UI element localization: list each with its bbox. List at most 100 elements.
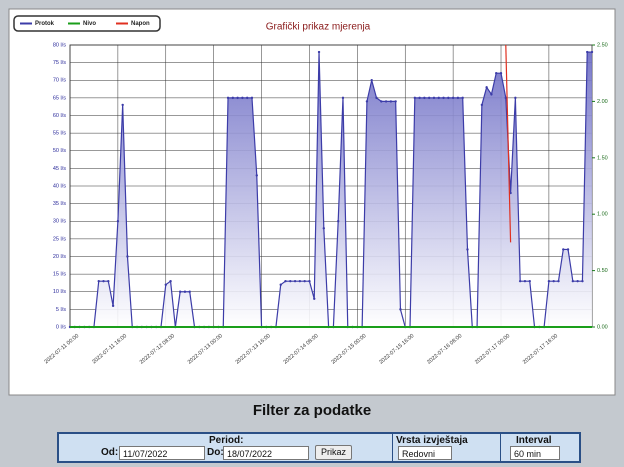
point bbox=[102, 279, 105, 283]
point bbox=[480, 103, 484, 107]
y2-tick-label: 2.00 bbox=[597, 99, 608, 105]
y-tick-label: 20 l/s bbox=[53, 254, 66, 260]
point bbox=[566, 248, 570, 251]
interval-cell: Interval 60 min bbox=[500, 434, 579, 461]
point bbox=[399, 308, 402, 311]
point bbox=[245, 96, 249, 100]
legend-label: Napon bbox=[131, 21, 150, 27]
point bbox=[322, 227, 326, 230]
filter-title: Filter za podatke bbox=[252, 402, 372, 419]
point bbox=[121, 103, 124, 107]
point bbox=[183, 290, 187, 293]
y-tick-label: 60 l/s bbox=[53, 113, 66, 119]
point bbox=[250, 96, 254, 100]
point bbox=[451, 96, 455, 100]
point bbox=[528, 279, 531, 283]
point bbox=[231, 96, 235, 100]
y-tick-label: 50 l/s bbox=[53, 148, 66, 154]
y2-tick-label: 1.50 bbox=[597, 155, 608, 161]
point bbox=[126, 255, 129, 258]
point bbox=[427, 96, 431, 100]
point bbox=[341, 96, 345, 100]
y-tick-label: 10 l/s bbox=[53, 289, 66, 295]
point bbox=[394, 100, 397, 103]
point bbox=[590, 50, 594, 54]
point bbox=[111, 304, 115, 308]
point bbox=[279, 283, 282, 286]
point bbox=[576, 279, 579, 283]
legend-label: Protok bbox=[35, 21, 55, 27]
y-tick-label: 5 l/s bbox=[56, 307, 66, 313]
point bbox=[571, 279, 575, 283]
chart: Grafički prikaz mjerenja 0 l/s 5 l/s 10 l/… bbox=[8, 8, 616, 396]
point bbox=[317, 50, 321, 54]
point bbox=[437, 96, 440, 100]
from-label: Od: bbox=[101, 447, 119, 458]
series-line bbox=[505, 44, 512, 243]
from-date[interactable]: 11/07/2022 bbox=[119, 446, 205, 460]
point bbox=[116, 220, 120, 223]
point bbox=[308, 279, 311, 283]
point bbox=[418, 96, 421, 100]
point bbox=[514, 96, 517, 100]
legend: Protok Nivo Napon bbox=[13, 15, 161, 32]
point bbox=[370, 79, 373, 82]
point bbox=[413, 96, 417, 100]
point bbox=[586, 50, 589, 54]
report-label: Vrsta izvještaja bbox=[396, 435, 468, 446]
point bbox=[236, 96, 239, 100]
point bbox=[461, 96, 464, 100]
show-button[interactable]: Prikaz bbox=[315, 445, 353, 460]
point bbox=[375, 96, 378, 100]
point bbox=[380, 100, 383, 103]
point bbox=[581, 279, 584, 283]
y-tick-label: 75 l/s bbox=[53, 60, 66, 66]
y-tick-label: 30 l/s bbox=[53, 219, 66, 225]
point bbox=[442, 96, 445, 100]
point bbox=[456, 96, 460, 100]
point bbox=[389, 100, 393, 103]
point bbox=[547, 279, 551, 283]
point bbox=[552, 279, 555, 283]
point bbox=[447, 96, 450, 100]
point bbox=[303, 279, 306, 283]
y-tick-label: 45 l/s bbox=[53, 166, 66, 172]
point bbox=[226, 96, 230, 100]
to-date[interactable]: 18/07/2022 bbox=[223, 446, 309, 460]
point bbox=[178, 290, 182, 293]
y-tick-label: 80 l/s bbox=[53, 42, 66, 48]
to-label: Do: bbox=[207, 447, 224, 458]
y-tick-label: 15 l/s bbox=[53, 272, 66, 278]
point bbox=[293, 279, 297, 283]
point bbox=[384, 100, 388, 103]
y-tick-label: 35 l/s bbox=[53, 201, 66, 207]
point bbox=[504, 96, 507, 100]
point bbox=[557, 279, 560, 283]
y-tick-label: 25 l/s bbox=[53, 236, 66, 242]
point bbox=[365, 100, 369, 103]
point bbox=[523, 279, 527, 283]
interval-select[interactable]: 60 min bbox=[510, 446, 560, 460]
point bbox=[499, 72, 503, 75]
y2-tick-label: 1.00 bbox=[597, 212, 608, 218]
point bbox=[336, 220, 340, 223]
point bbox=[169, 279, 172, 283]
point bbox=[423, 96, 426, 100]
point bbox=[255, 174, 258, 177]
y2-tick-label: 2.50 bbox=[597, 42, 608, 48]
chart-title: Grafički prikaz mjerenja bbox=[266, 22, 371, 33]
legend-box bbox=[13, 15, 161, 32]
point bbox=[97, 279, 100, 283]
point bbox=[432, 96, 436, 100]
point bbox=[518, 279, 522, 283]
point bbox=[562, 248, 565, 251]
report-select[interactable]: Redovni bbox=[398, 446, 452, 460]
series-area bbox=[70, 52, 592, 328]
point bbox=[490, 93, 493, 96]
point bbox=[495, 72, 498, 75]
y-tick-label: 70 l/s bbox=[53, 78, 66, 84]
y-tick-label: 65 l/s bbox=[53, 95, 66, 101]
y-tick-label: 55 l/s bbox=[53, 131, 66, 137]
point bbox=[289, 279, 292, 283]
